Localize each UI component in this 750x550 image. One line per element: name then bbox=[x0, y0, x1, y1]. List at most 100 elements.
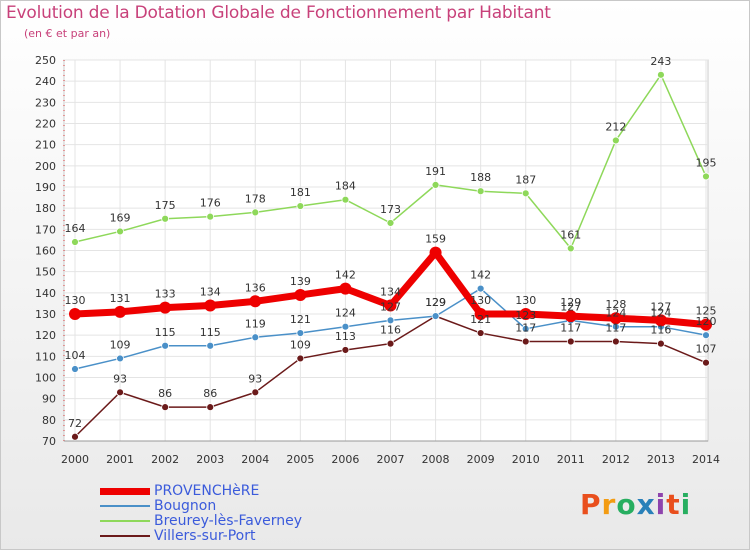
x-tick-label: 2001 bbox=[106, 453, 134, 466]
data-point-bougnon bbox=[161, 341, 170, 350]
data-label-bougnon: 115 bbox=[155, 326, 176, 339]
data-label-provenchere: 125 bbox=[696, 305, 717, 318]
data-point-villers bbox=[71, 432, 79, 441]
data-label-villers: 86 bbox=[158, 387, 172, 400]
x-tick-label: 2014 bbox=[692, 453, 720, 466]
data-label-bougnon: 123 bbox=[515, 309, 536, 322]
data-point-bougnon bbox=[431, 312, 440, 321]
data-point-breurey bbox=[566, 244, 575, 253]
legend-label-villers: Villers-sur-Port bbox=[154, 528, 256, 544]
data-point-breurey bbox=[386, 219, 395, 227]
data-point-bougnon bbox=[341, 322, 350, 331]
data-label-bougnon: 129 bbox=[425, 296, 446, 309]
data-label-provenchere: 129 bbox=[560, 296, 581, 309]
legend-swatch-breurey bbox=[100, 520, 150, 522]
data-label-provenchere: 139 bbox=[290, 275, 311, 288]
data-point-bougnon bbox=[702, 331, 710, 340]
data-point-bougnon bbox=[116, 354, 124, 363]
y-tick-label: 180 bbox=[35, 202, 56, 215]
data-label-villers: 117 bbox=[605, 322, 626, 335]
data-point-villers bbox=[161, 403, 170, 412]
data-label-provenchere: 142 bbox=[335, 269, 356, 282]
data-label-bougnon: 127 bbox=[380, 300, 401, 313]
data-label-villers: 117 bbox=[515, 322, 536, 335]
x-tick-label: 2008 bbox=[422, 453, 450, 466]
data-label-breurey: 195 bbox=[696, 156, 717, 169]
data-point-provenchere bbox=[114, 305, 127, 318]
data-point-breurey bbox=[206, 212, 215, 221]
data-point-provenchere bbox=[339, 282, 352, 295]
data-point-bougnon bbox=[251, 333, 260, 342]
legend: PROVENCHèRE Bougnon Breurey-lès-Faverney… bbox=[100, 483, 360, 544]
data-label-bougnon: 121 bbox=[290, 313, 311, 326]
logo-letter: o bbox=[616, 488, 637, 521]
logo-letter: i bbox=[680, 488, 692, 521]
data-point-bougnon bbox=[206, 341, 215, 350]
data-label-breurey: 161 bbox=[560, 228, 581, 241]
y-tick-label: 190 bbox=[35, 181, 56, 194]
data-point-provenchere bbox=[654, 314, 667, 327]
data-point-provenchere bbox=[384, 299, 397, 312]
data-label-provenchere: 133 bbox=[155, 288, 176, 301]
legend-label-bougnon: Bougnon bbox=[154, 498, 217, 514]
legend-swatch-villers bbox=[100, 535, 150, 537]
chart-subtitle: (en € et par an) bbox=[24, 27, 111, 40]
data-label-breurey: 175 bbox=[155, 199, 176, 212]
data-point-breurey bbox=[116, 227, 124, 236]
data-label-provenchere: 131 bbox=[110, 292, 131, 305]
data-point-villers bbox=[566, 337, 575, 346]
data-label-bougnon: 124 bbox=[335, 307, 356, 320]
data-label-breurey: 243 bbox=[650, 55, 671, 68]
data-label-breurey: 176 bbox=[200, 197, 221, 210]
data-point-provenchere bbox=[700, 318, 712, 331]
data-point-provenchere bbox=[159, 301, 172, 314]
x-tick-label: 2013 bbox=[647, 453, 675, 466]
data-label-provenchere: 136 bbox=[245, 281, 266, 294]
y-tick-label: 230 bbox=[35, 96, 56, 109]
data-point-villers bbox=[476, 329, 485, 337]
y-tick-label: 110 bbox=[35, 350, 56, 363]
data-label-provenchere: 128 bbox=[605, 298, 626, 311]
data-label-bougnon: 104 bbox=[65, 349, 86, 362]
logo-letter: t bbox=[666, 488, 681, 521]
logo-letter: P bbox=[580, 488, 602, 521]
data-point-breurey bbox=[341, 195, 350, 204]
data-point-provenchere bbox=[249, 295, 262, 308]
y-tick-label: 140 bbox=[35, 287, 56, 300]
data-point-provenchere bbox=[294, 288, 307, 301]
data-point-bougnon bbox=[296, 329, 305, 337]
data-label-bougnon: 115 bbox=[200, 326, 221, 339]
x-tick-label: 2006 bbox=[331, 453, 359, 466]
data-point-villers bbox=[611, 337, 620, 346]
data-label-provenchere: 130 bbox=[515, 294, 536, 307]
data-label-breurey: 173 bbox=[380, 203, 401, 216]
x-tick-label: 2002 bbox=[151, 453, 179, 466]
y-tick-label: 170 bbox=[35, 223, 56, 236]
data-point-breurey bbox=[296, 202, 305, 210]
data-label-breurey: 188 bbox=[470, 171, 491, 184]
legend-swatch-bougnon bbox=[100, 505, 150, 507]
x-tick-label: 2000 bbox=[61, 453, 89, 466]
logo-letter: r bbox=[601, 488, 617, 521]
data-label-bougnon: 142 bbox=[470, 269, 491, 282]
logo-letter: x bbox=[636, 488, 656, 521]
data-label-bougnon: 127 bbox=[560, 300, 581, 313]
data-label-villers: 93 bbox=[113, 372, 127, 385]
data-label-breurey: 164 bbox=[65, 222, 86, 235]
data-label-villers: 107 bbox=[696, 343, 717, 356]
x-tick-label: 2003 bbox=[196, 453, 224, 466]
proxiti-logo: Proxiti bbox=[580, 488, 691, 521]
logo-letter: i bbox=[655, 488, 667, 521]
data-point-bougnon bbox=[71, 365, 79, 373]
data-label-provenchere: 130 bbox=[65, 294, 86, 307]
y-tick-label: 90 bbox=[42, 393, 56, 406]
data-label-breurey: 191 bbox=[425, 165, 446, 178]
y-tick-label: 220 bbox=[35, 118, 56, 131]
data-point-villers bbox=[251, 388, 260, 397]
x-tick-label: 2004 bbox=[241, 453, 269, 466]
data-point-villers bbox=[206, 403, 215, 412]
data-point-villers bbox=[386, 339, 395, 348]
data-label-provenchere: 134 bbox=[380, 286, 401, 299]
data-label-villers: 93 bbox=[248, 372, 262, 385]
